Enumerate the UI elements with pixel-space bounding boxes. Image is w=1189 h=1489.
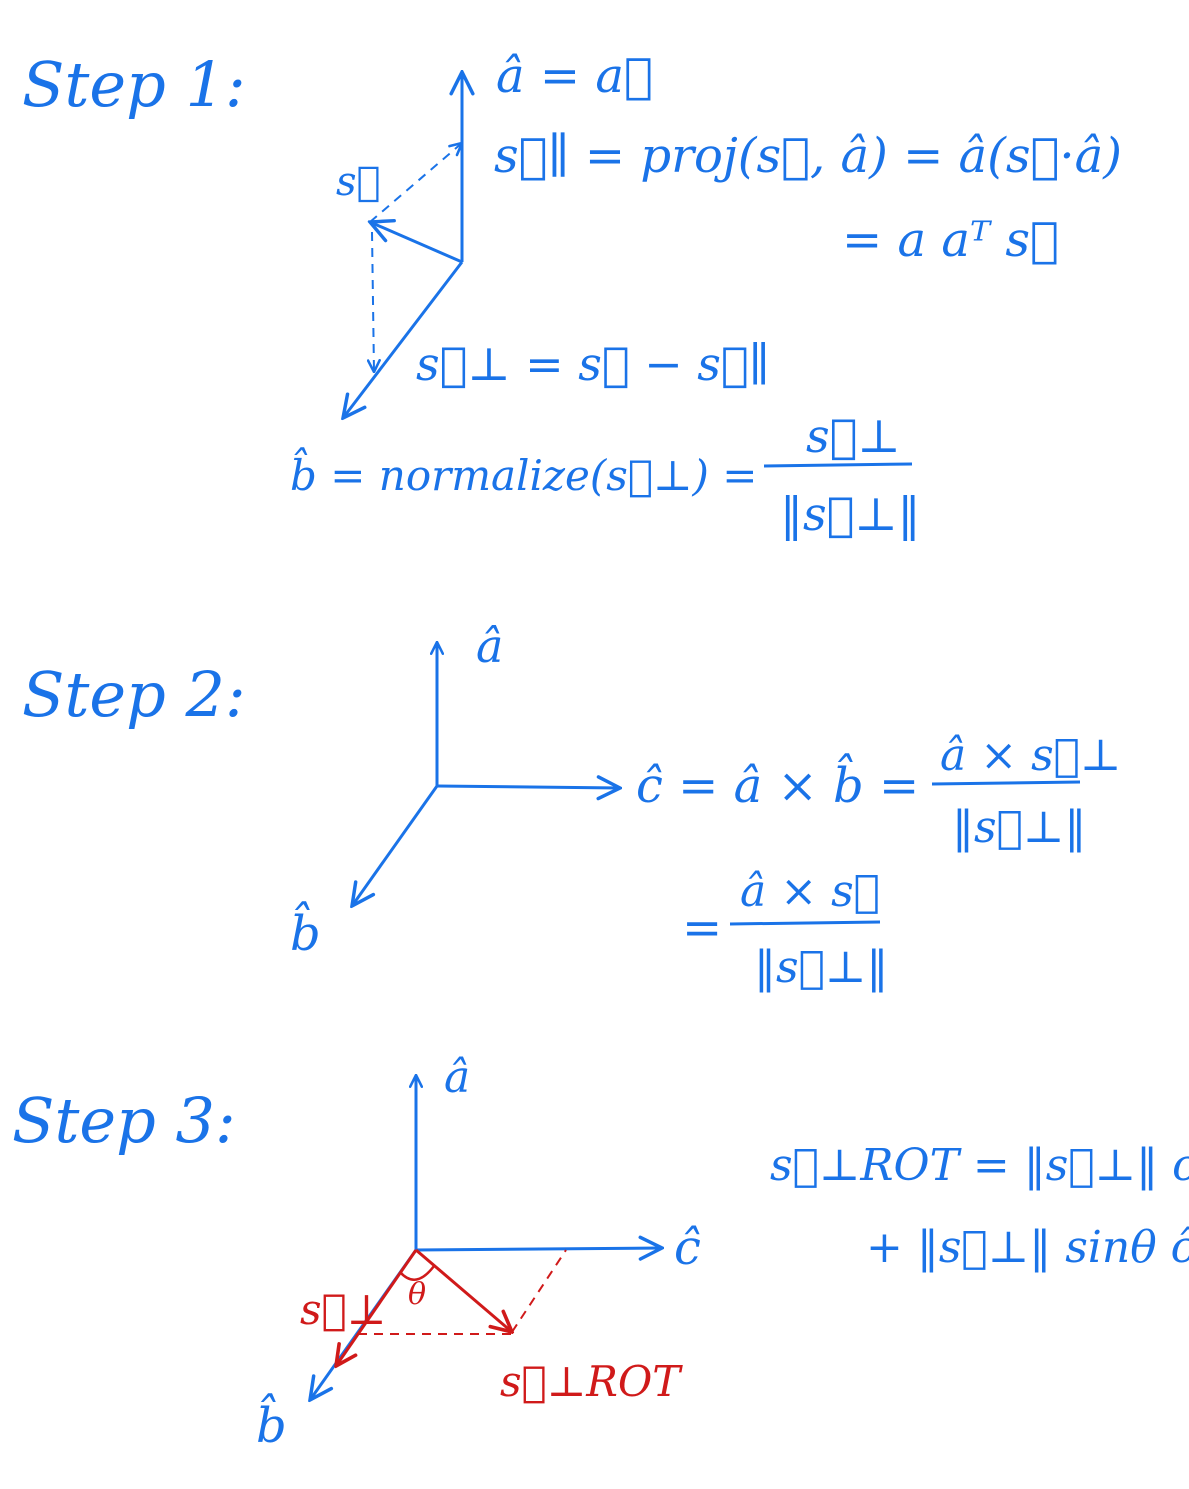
step1-eq-s-parallel: s⃗∥ = proj(s⃗, â) = â(s⃗·â) (494, 128, 1122, 184)
step2-b-axis (352, 785, 439, 906)
step3-eq-rot-line1: s⃗⊥ROT = ‖s⃗⊥‖ cosθ b̂ (770, 1133, 1189, 1191)
step1-eq-b-lhs: b̂ = normalize(s⃗⊥) = (290, 446, 757, 500)
step2-eq-c-denominator-2: ‖s⃗⊥‖ (754, 942, 888, 993)
step3-label-c: ĉ (674, 1220, 701, 1276)
step1-projection-dashed (369, 143, 462, 223)
step3-group: Step 3: â ĉ b̂ θ s⃗⊥ s⃗⊥ROT s⃗⊥ROT = ‖s⃗… (12, 1052, 1189, 1454)
step2-eq-c-lhs: ĉ = â × b̂ = (636, 753, 919, 814)
step1-perp-dashed (372, 231, 374, 372)
step2-fraction-bar-1 (931, 780, 1081, 786)
step1-title: Step 1: (22, 48, 246, 121)
step2-eq-c-denominator-1: ‖s⃗⊥‖ (952, 802, 1086, 853)
step1-fraction-bar (763, 462, 913, 468)
step2-group: Step 2: â b̂ ĉ = â × b̂ = â × s⃗⊥ ‖s⃗⊥‖ … (22, 619, 1121, 993)
step2-eq-c-numerator-1: â × s⃗⊥ (940, 730, 1121, 781)
step2-label-b: b̂ (290, 901, 321, 962)
step3-title: Step 3: (12, 1084, 236, 1157)
step2-fraction-bar-2 (729, 920, 881, 926)
step3-label-theta: θ (408, 1277, 426, 1312)
step3-label-b: b̂ (256, 1393, 287, 1454)
step1-eq-a: â = a⃗ (496, 48, 653, 104)
step1-eq-b-numerator: s⃗⊥ (806, 409, 900, 463)
step2-eq-c-numerator-2: â × s⃗ (740, 866, 880, 917)
step2-eq-c-equals-2: = (682, 900, 722, 956)
step3-c-axis (415, 1248, 662, 1250)
step3-s-perp-vector (336, 1249, 418, 1366)
step1-eq-b-denominator: ‖s⃗⊥‖ (780, 487, 920, 541)
step1-eq-s-perp: s⃗⊥ = s⃗ − s⃗∥ (416, 337, 770, 391)
step3-theta-arc (399, 1265, 435, 1281)
step1-b-vector (343, 261, 464, 418)
step3-eq-rot-line2: + ‖s⃗⊥‖ sinθ ĉ (866, 1222, 1189, 1273)
step1-label-s: s⃗ (336, 159, 381, 205)
step2-title: Step 2: (22, 658, 246, 731)
step2-c-axis (436, 786, 620, 788)
step3-label-s-perp: s⃗⊥ (300, 1285, 386, 1334)
step1-eq-s-parallel-2: = a aᵀ s⃗ (842, 212, 1059, 268)
step3-dashed-c-projection (511, 1249, 567, 1333)
step2-label-a: â (476, 619, 503, 673)
step1-s-vector (370, 222, 463, 264)
step3-label-s-rot: s⃗⊥ROT (500, 1357, 683, 1406)
step1-group: Step 1: s⃗ â = a⃗ s⃗∥ = proj(s⃗, â) = â(… (22, 48, 1122, 541)
step3-label-a: â (444, 1052, 470, 1103)
step3-s-rot-vector (415, 1248, 512, 1332)
